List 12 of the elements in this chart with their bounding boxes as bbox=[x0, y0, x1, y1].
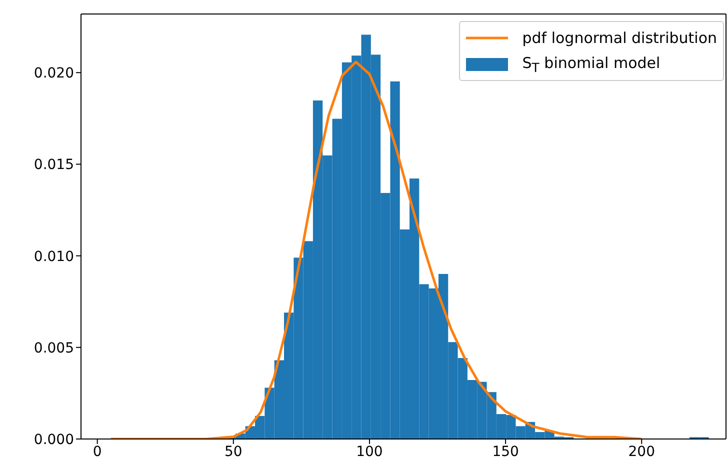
y-tick-label: 0.005 bbox=[34, 340, 74, 356]
x-tick-label: 0 bbox=[92, 444, 102, 460]
x-tick-label: 200 bbox=[628, 444, 655, 460]
legend-label: pdf lognormal distribution bbox=[522, 29, 717, 47]
x-tick-label: 150 bbox=[492, 444, 519, 460]
x-tick-label: 50 bbox=[224, 444, 242, 460]
y-tick-label: 0.020 bbox=[34, 66, 74, 82]
x-tick-label: 100 bbox=[356, 444, 383, 460]
legend-label: S$_{T}$ binomial model bbox=[522, 54, 660, 74]
y-tick-label: 0.010 bbox=[34, 248, 74, 265]
y-tick-label: 0.015 bbox=[34, 157, 74, 174]
y-tick-label: 0.000 bbox=[34, 432, 74, 448]
